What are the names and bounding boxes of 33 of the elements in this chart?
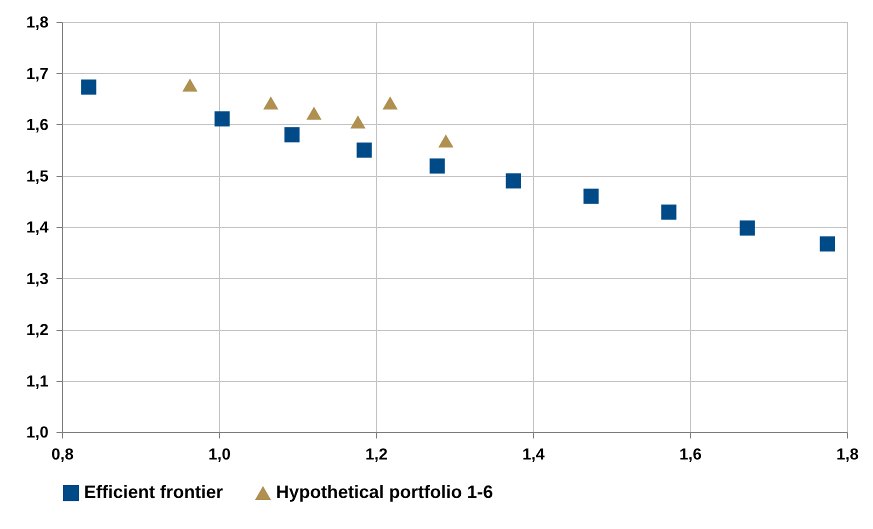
- x-tick-label: 1,4: [522, 446, 545, 464]
- point: [506, 173, 521, 188]
- point: [182, 78, 198, 92]
- point: [584, 188, 599, 204]
- point: [214, 111, 230, 126]
- y-tick-label: 1,4: [26, 220, 49, 236]
- point: [356, 142, 372, 158]
- y-tick-label: 1,7: [26, 66, 49, 83]
- x-tick-label: 1,6: [679, 446, 702, 464]
- point: [306, 106, 322, 120]
- point: [81, 80, 96, 95]
- point: [438, 134, 454, 148]
- x-tick-label: 1,2: [365, 446, 388, 464]
- point: [382, 96, 398, 110]
- y-tick-label: 1,3: [26, 270, 49, 288]
- y-tick-label: 1,8: [26, 14, 49, 32]
- legend-label: Hypothetical portfolio 1-6: [276, 482, 494, 502]
- y-tick-label: 1,2: [26, 322, 49, 339]
- x-tick-label: 1,8: [836, 446, 859, 464]
- y-tick-label: 1,0: [26, 424, 49, 442]
- point: [820, 236, 835, 252]
- y-tick-label: 1,1: [26, 373, 49, 390]
- point: [284, 127, 300, 142]
- y-tick-label: 1,6: [26, 117, 49, 134]
- point: [430, 158, 445, 174]
- y-tick-label: 1,5: [26, 168, 49, 186]
- point: [350, 115, 366, 129]
- x-tick-label: 0,8: [51, 446, 74, 464]
- point: [263, 96, 278, 110]
- point: [661, 204, 676, 220]
- legend-label: Efficient frontier: [84, 482, 224, 502]
- point: [740, 220, 755, 236]
- x-tick-label: 1,0: [208, 446, 231, 464]
